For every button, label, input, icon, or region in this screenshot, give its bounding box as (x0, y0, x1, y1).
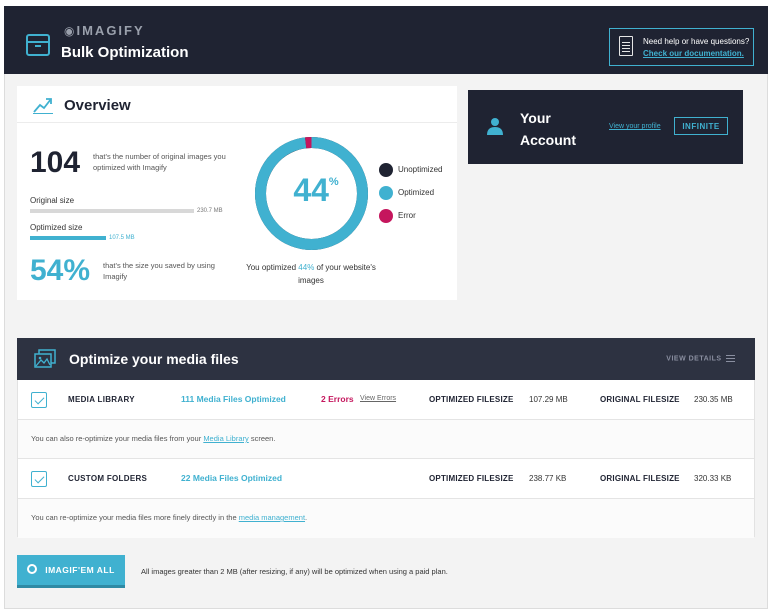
note-text-before: You can re-optimize your media files mor… (31, 513, 239, 522)
view-details-button[interactable]: VIEW DETAILS (666, 355, 735, 362)
custom-folders-note-row: You can re-optimize your media files mor… (18, 499, 754, 538)
donut-caption: You optimized 44% of your website's imag… (245, 261, 377, 287)
media-library-checkbox[interactable] (31, 392, 47, 408)
custom-folders-note: You can re-optimize your media files mor… (31, 513, 307, 522)
gear-icon (27, 564, 38, 575)
divider (17, 122, 457, 123)
legend-dot-icon (379, 162, 393, 177)
saved-percentage: 54% (30, 254, 91, 287)
row-name: MEDIA LIBRARY (68, 395, 135, 404)
donut-suffix: % (328, 176, 339, 188)
document-icon (619, 36, 633, 56)
page-header: ◉ IMAGIFY Bulk Optimization Need help or … (4, 6, 768, 74)
table-row-custom-folders: CUSTOM FOLDERS 22 Media Files Optimized … (18, 459, 754, 499)
optimized-size-label: Optimized size (30, 223, 83, 232)
row-optimized-count: 111 Media Files Optimized (181, 394, 286, 404)
legend-error: Error (379, 208, 416, 224)
optimize-table: MEDIA LIBRARY 111 Media Files Optimized … (17, 380, 755, 538)
legend-label: Optimized (398, 188, 435, 197)
imagify-logo-icon: ◉ (64, 24, 75, 38)
optimized-size-bar (30, 236, 106, 240)
account-title: Your Account (520, 110, 576, 148)
view-details-label: VIEW DETAILS (666, 355, 722, 363)
note-text-before: You can also re-optimize your media file… (31, 434, 204, 443)
brand-logo: ◉ IMAGIFY (64, 23, 145, 38)
original-filesize-value: 230.35 MB (694, 395, 733, 404)
menu-icon (726, 355, 735, 362)
legend-label: Error (398, 211, 416, 220)
count-description: that's the number of original images you… (93, 152, 226, 172)
box-icon (26, 34, 50, 56)
original-filesize-label: ORIGINAL FILESIZE (600, 474, 680, 483)
brand-name: IMAGIFY (76, 23, 145, 38)
legend-dot-icon (379, 208, 393, 223)
help-box: Need help or have questions? Check our d… (609, 28, 754, 66)
original-size-value: 230.7 MB (197, 208, 223, 214)
optimize-title: Optimize your media files (69, 351, 239, 367)
chart-trend-icon (33, 98, 53, 114)
media-library-note-row: You can also re-optimize your media file… (18, 420, 754, 459)
original-filesize-value: 320.33 KB (694, 474, 732, 483)
original-filesize-label: ORIGINAL FILESIZE (600, 395, 680, 404)
optimized-count: 104 (30, 146, 81, 179)
imagify-all-button[interactable]: IMAGIF'EM ALL (17, 555, 125, 588)
optimize-section-header: Optimize your media files VIEW DETAILS (17, 338, 755, 380)
page-title: Bulk Optimization (61, 44, 189, 61)
optimized-filesize-label: OPTIMIZED FILESIZE (429, 395, 514, 404)
legend-label: Unoptimized (398, 165, 443, 174)
optimized-filesize-value: 238.77 KB (529, 474, 567, 483)
optimization-donut-chart (255, 137, 368, 250)
overview-card: Overview 104 that's the number of origin… (17, 86, 457, 300)
row-name: CUSTOM FOLDERS (68, 474, 148, 483)
overview-title: Overview (64, 97, 131, 114)
saved-description: that's the size you saved by using Imagi… (103, 261, 215, 281)
optimized-filesize-label: OPTIMIZED FILESIZE (429, 474, 514, 483)
documentation-link[interactable]: Check our documentation. (643, 49, 744, 58)
donut-error-segment (255, 137, 368, 250)
caption-before: You optimized (246, 263, 299, 272)
custom-folders-checkbox[interactable] (31, 471, 47, 487)
note-text-after: screen. (248, 434, 276, 443)
legend-optimized: Optimized (379, 185, 434, 201)
plan-button[interactable]: INFINITE (674, 117, 728, 135)
media-management-link[interactable]: media management (238, 513, 306, 522)
donut-value: 44 (293, 172, 329, 208)
optimized-size-value: 107.5 MB (109, 235, 135, 241)
caption-percentage: 44% (298, 263, 315, 272)
user-icon (487, 118, 503, 135)
images-icon (34, 349, 56, 368)
note-text-after: . (305, 513, 308, 522)
paid-plan-note: All images greater than 2 MB (after resi… (141, 567, 448, 576)
help-text: Need help or have questions? (643, 37, 750, 46)
legend-unoptimized: Unoptimized (379, 162, 442, 178)
account-card: Your Account View your profile INFINITE (468, 90, 743, 164)
view-errors-link[interactable]: View Errors (360, 395, 397, 402)
media-library-note: You can also re-optimize your media file… (31, 434, 275, 443)
original-size-bar (30, 209, 194, 213)
row-errors: 2 Errors (321, 394, 354, 404)
original-size-label: Original size (30, 196, 75, 205)
caption-after: of your website's images (298, 263, 376, 285)
table-row-media-library: MEDIA LIBRARY 111 Media Files Optimized … (18, 380, 754, 420)
imagify-all-label: IMAGIF'EM ALL (45, 564, 115, 575)
legend-dot-icon (379, 185, 393, 200)
media-library-link[interactable]: Media Library (203, 434, 249, 443)
donut-percentage: 44% (281, 172, 351, 209)
view-profile-link[interactable]: View your profile (609, 123, 661, 130)
row-optimized-count: 22 Media Files Optimized (181, 473, 283, 483)
optimized-filesize-value: 107.29 MB (529, 395, 568, 404)
